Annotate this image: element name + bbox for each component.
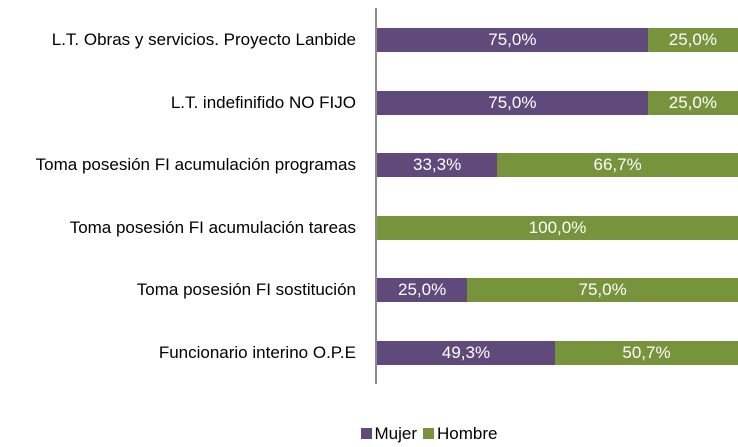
bar-segment: [377, 90, 648, 115]
legend-label: Hombre: [437, 424, 498, 443]
bar-segment: [377, 278, 468, 303]
bar-segment: [647, 28, 738, 52]
category-text: L.T. indefinifido NO FIJO: [170, 92, 356, 112]
value-label: 33,3%: [412, 155, 462, 175]
category-label: Funcionario interino O.P.E: [6, 342, 356, 364]
bar-segment: [377, 215, 738, 240]
bar-segment: [497, 153, 738, 178]
category-label: Toma posesión FI sostitución: [6, 279, 356, 301]
legend-swatch: [423, 428, 435, 439]
bar-segment: [377, 153, 498, 178]
category-label: L.T. indefinifido NO FIJO: [6, 92, 356, 114]
category-text: Funcionario interino O.P.E: [158, 343, 356, 362]
value-label: 25,0%: [398, 280, 447, 300]
value-label: 75,0%: [488, 30, 537, 49]
value-label: 25,0%: [668, 92, 717, 112]
value-label: 49,3%: [441, 343, 491, 362]
category-label: Toma posesión FI acumulación programas: [6, 154, 356, 176]
value-label: 75,0%: [488, 92, 537, 112]
bar-segment: [467, 278, 738, 303]
legend-swatch: [360, 428, 372, 439]
value-label: 25,0%: [668, 30, 717, 49]
value-label: 50,7%: [622, 343, 671, 362]
value-label: 100,0%: [528, 217, 587, 237]
bar-segment: [647, 90, 738, 115]
category-text: Toma posesión FI sostitución: [136, 280, 356, 300]
category-label: L.T. Obras y servicios. Proyecto Lanbide: [6, 29, 356, 51]
legend-item: Mujer: [360, 424, 418, 444]
legend-item: Hombre: [423, 424, 497, 444]
legend: Mujer Hombre: [0, 424, 738, 444]
value-label: 75,0%: [578, 280, 627, 300]
bar-segment: [377, 341, 555, 365]
category-text: Toma posesión FI acumulación programas: [35, 155, 356, 175]
category-text: L.T. Obras y servicios. Proyecto Lanbide: [51, 30, 356, 49]
category-axis: [375, 8, 377, 384]
bar-segment: [554, 341, 738, 365]
legend-label: Mujer: [374, 424, 418, 443]
category-text: Toma posesión FI acumulación tareas: [69, 217, 356, 237]
category-label: Toma posesión FI acumulación tareas: [6, 217, 356, 239]
bar-segment: [377, 28, 648, 52]
value-label: 66,7%: [593, 155, 642, 175]
